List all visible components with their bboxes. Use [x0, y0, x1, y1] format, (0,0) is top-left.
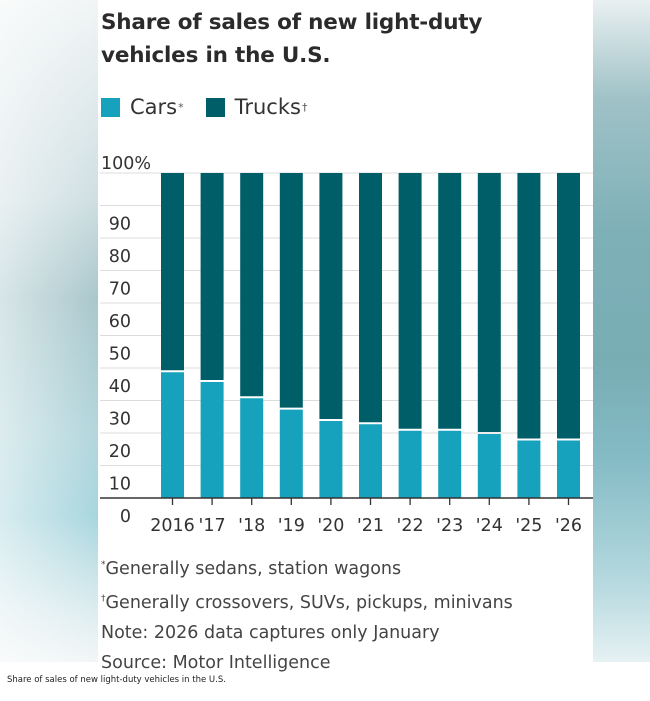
x-tick-label: '17 — [199, 516, 226, 536]
x-tick-label: '21 — [357, 516, 384, 536]
y-tick-label: 20 — [109, 442, 131, 462]
footnote-cars-text: Generally sedans, station wagons — [105, 559, 402, 579]
x-tick-label: 2016 — [150, 516, 195, 536]
legend-marker-trucks: † — [301, 100, 308, 114]
bar-trucks — [319, 173, 343, 419]
y-tick-label: 50 — [109, 345, 131, 365]
legend-item-cars: Cars * — [101, 95, 184, 119]
bar-trucks — [161, 173, 184, 371]
bar-cars — [359, 424, 382, 498]
x-tick-label: '25 — [515, 516, 542, 536]
bar-trucks — [279, 173, 303, 408]
y-tick-label: 0 — [120, 507, 131, 527]
footnotes: *Generally sedans, station wagons †Gener… — [101, 550, 513, 678]
bar-cars — [438, 430, 462, 498]
bar-trucks — [240, 173, 264, 397]
legend-label-cars: Cars — [130, 95, 178, 119]
legend-item-trucks: Trucks † — [205, 95, 308, 119]
legend-marker-cars: * — [178, 100, 184, 114]
y-tick-label: 70 — [109, 280, 131, 300]
bar-cars — [161, 372, 184, 498]
bar-trucks — [438, 173, 462, 429]
bar-trucks — [517, 173, 541, 439]
y-tick-label: 80 — [109, 247, 131, 267]
source-text: Source: Motor Intelligence — [101, 653, 331, 673]
y-tick-label: 10 — [109, 475, 131, 495]
y-tick-label: 100% — [101, 154, 151, 174]
footnote-trucks: †Generally crossovers, SUVs, pickups, mi… — [101, 584, 513, 618]
legend-swatch-cars — [101, 97, 120, 117]
legend: Cars * Trucks † — [101, 95, 329, 119]
background-blur-left — [0, 0, 98, 662]
footnote-trucks-text: Generally crossovers, SUVs, pickups, min… — [105, 593, 513, 613]
x-tick-label: '24 — [476, 516, 503, 536]
bar-cars — [517, 440, 541, 498]
chart-title: Share of sales of new light-duty vehicle… — [101, 10, 483, 68]
legend-swatch-trucks — [205, 97, 225, 117]
bar-trucks — [557, 173, 580, 439]
legend-label-trucks: Trucks — [234, 95, 301, 119]
bars — [161, 173, 580, 498]
bar-cars — [240, 398, 264, 498]
y-axis-labels: 0 10 20 30 40 50 60 70 80 90 100% — [101, 154, 151, 527]
x-axis — [100, 497, 593, 505]
y-tick-label: 60 — [109, 312, 131, 332]
footnote-marker-cars: * — [101, 560, 106, 570]
note-text: Note: 2026 data captures only January — [101, 623, 440, 643]
x-tick-label: '26 — [555, 516, 582, 536]
background-blur-right — [593, 0, 650, 662]
y-tick-label: 30 — [109, 410, 131, 430]
bar-trucks — [477, 173, 501, 432]
bar-cars — [557, 440, 580, 498]
bar-cars — [398, 430, 422, 498]
y-tick-label: 40 — [109, 377, 131, 397]
x-tick-label: '23 — [436, 516, 463, 536]
footnote-marker-trucks: † — [101, 594, 106, 604]
footnote-cars: *Generally sedans, station wagons — [101, 550, 513, 584]
bar-trucks — [359, 173, 382, 423]
x-axis-labels: 2016'17 '18 '19 '20 '21 '22 '23 '24 '25 '26 — [150, 516, 582, 536]
bar-cars — [477, 434, 501, 498]
x-tick-label: '18 — [238, 516, 265, 536]
image-caption: Share of sales of new light-duty vehicle… — [7, 675, 226, 685]
bar-trucks — [200, 173, 224, 380]
bar-cars — [279, 409, 303, 498]
bar-cars — [200, 382, 224, 498]
x-tick-label: '20 — [317, 516, 344, 536]
y-tick-label: 90 — [109, 215, 131, 235]
x-tick-label: '19 — [278, 516, 305, 536]
bar-cars — [319, 421, 343, 498]
bar-trucks — [398, 173, 422, 429]
x-tick-label: '22 — [397, 516, 424, 536]
